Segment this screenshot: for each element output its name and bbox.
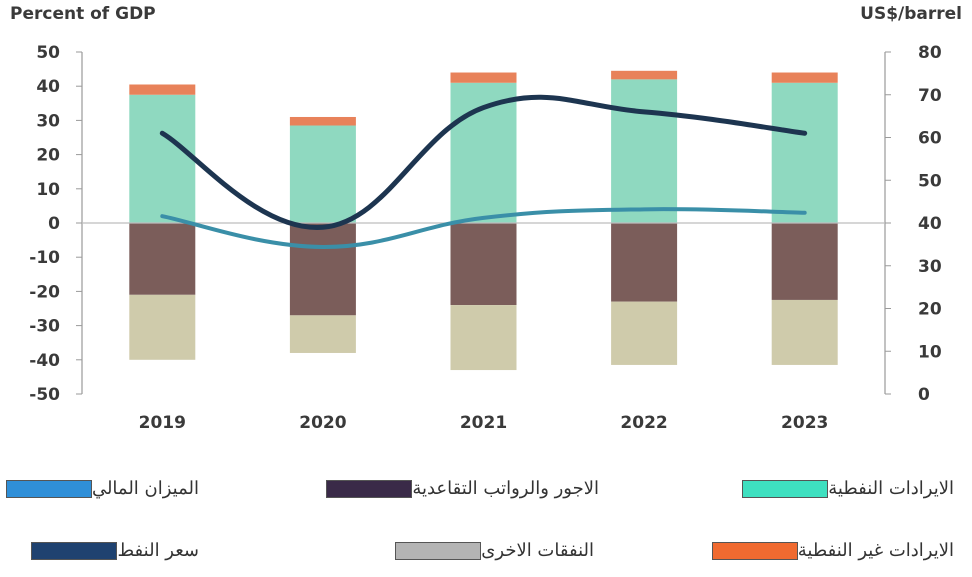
bar-segment: [771, 299, 838, 365]
legend-swatch: [31, 541, 118, 560]
left-tick-label: 0: [48, 214, 60, 234]
left-tick-label: 50: [36, 43, 60, 63]
bar-segment: [129, 94, 196, 223]
left-tick-label: -10: [29, 248, 60, 268]
left-tick-label: 10: [36, 180, 60, 200]
left-tick-label: -20: [29, 282, 60, 302]
right-tick-label: 60: [918, 129, 942, 149]
bar-segment: [611, 301, 678, 365]
bar-segment: [771, 223, 838, 300]
left-tick-label: -50: [29, 385, 60, 405]
bar-segment: [289, 315, 356, 353]
bar-segment: [289, 125, 356, 223]
bar-segment: [289, 223, 356, 316]
legend-swatch: [326, 479, 413, 498]
left-axis-title: Percent of GDP: [10, 4, 156, 24]
right-axis-title: US$/barrel: [860, 4, 962, 24]
series-line: [160, 207, 807, 249]
x-tick-label: 2021: [460, 413, 507, 433]
bar-segment: [450, 305, 517, 371]
legend: الايرادات النفطية الاجور والرواتب التقاع…: [0, 460, 972, 577]
bar-segment: [611, 70, 678, 80]
series-line: [159, 94, 808, 230]
bar-segment: [129, 294, 196, 360]
right-tick-label: 50: [918, 171, 942, 191]
bar-segment: [771, 82, 838, 223]
right-tick-label: 20: [918, 300, 942, 320]
legend-swatch: [5, 479, 92, 498]
legend-swatch: [395, 541, 482, 560]
legend-label: الاجور والرواتب التقاعدية: [412, 478, 599, 499]
left-tick-label: 20: [36, 146, 60, 166]
right-tick-label: 70: [918, 86, 942, 106]
right-tick-label: 0: [918, 385, 930, 405]
legend-item-other-expenditure: النفقات الاخرى: [395, 540, 602, 561]
legend-label: الايرادات غير النفطية: [797, 540, 954, 561]
chart-plot: 50 40 30 20 10 0 -10 -20 -30 -40 -50 80 70 60 50 40 30 20…: [29, 43, 942, 433]
bar-segment: [450, 82, 517, 223]
legend-label: سعر النفط: [117, 540, 199, 561]
bar-segment: [129, 84, 196, 95]
right-tick-label: 30: [918, 257, 942, 277]
legend-item-oil-price: سعر النفط: [31, 540, 207, 561]
x-tick-label: 2023: [781, 413, 828, 433]
legend-label: الايرادات النفطية: [828, 478, 954, 499]
bar-segment: [450, 223, 517, 306]
legend-label: النفقات الاخرى: [481, 540, 594, 561]
x-tick-label: 2020: [299, 413, 346, 433]
legend-swatch: [711, 541, 798, 560]
legend-label: الميزان المالي: [91, 478, 199, 499]
bar-segment: [289, 116, 356, 126]
x-tick-label: 2019: [139, 413, 186, 433]
right-tick-label: 10: [918, 342, 942, 362]
right-tick-label: 80: [918, 43, 942, 63]
x-tick-label: 2022: [620, 413, 667, 433]
left-tick-label: 30: [36, 111, 60, 131]
bar-segment: [611, 79, 678, 223]
left-tick-label: 40: [36, 77, 60, 97]
legend-item-oil-revenue: الايرادات النفطية: [742, 478, 962, 499]
bar-segment: [450, 72, 517, 83]
right-tick-label: 40: [918, 214, 942, 234]
legend-item-fiscal-balance: الميزان المالي: [5, 478, 207, 499]
bar-segment: [129, 223, 196, 295]
bar-segment: [771, 72, 838, 83]
bar-segment: [611, 223, 678, 302]
legend-swatch: [742, 479, 829, 498]
legend-item-wages: الاجور والرواتب التقاعدية: [326, 478, 607, 499]
left-tick-label: -30: [29, 317, 60, 337]
legend-item-non-oil-revenue: الايرادات غير النفطية: [711, 540, 962, 561]
left-tick-label: -40: [29, 351, 60, 371]
